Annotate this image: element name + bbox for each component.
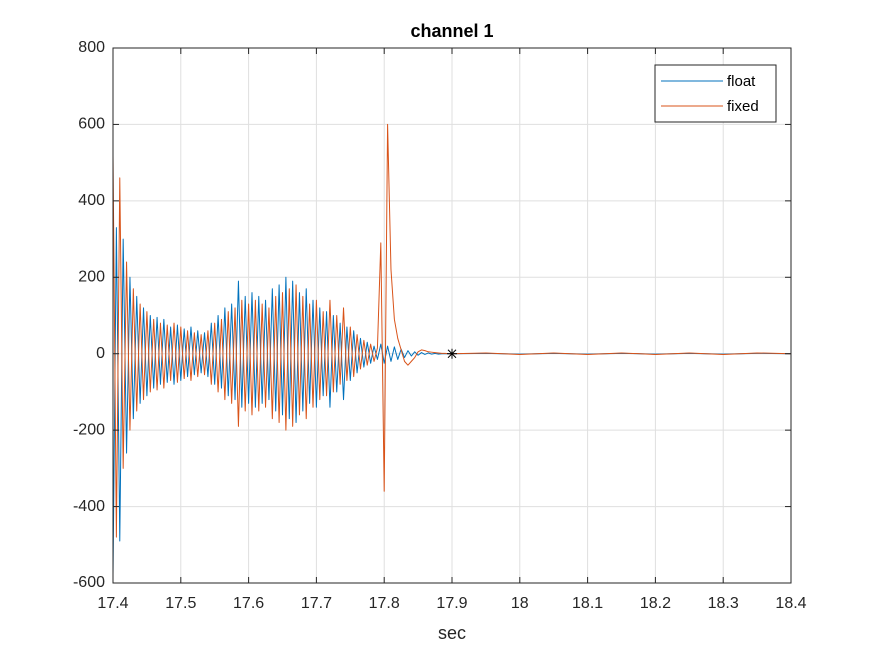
y-tick-label: 200 (78, 269, 105, 286)
series-line (112, 123, 792, 538)
point-marker (447, 348, 457, 359)
marker-stroke (447, 349, 457, 359)
x-tick-label: 18.4 (775, 595, 806, 612)
y-tick-label: 400 (78, 192, 105, 209)
x-tick-label: 17.9 (436, 595, 467, 612)
legend-box (654, 64, 777, 123)
x-tick-label: 17.5 (165, 595, 196, 612)
plot-area (112, 123, 792, 576)
x-tick-label: 17.4 (97, 595, 128, 612)
y-tick-label: -200 (73, 421, 105, 438)
x-tick-label: 17.8 (369, 595, 400, 612)
legend-label: float (727, 73, 756, 90)
y-tick-label: 600 (78, 116, 105, 133)
x-axis-label: sec (438, 623, 466, 643)
y-tick-label: 0 (96, 345, 105, 362)
axes-box (112, 47, 792, 584)
x-tick-label: 17.7 (301, 595, 332, 612)
legend-label: fixed (727, 98, 759, 115)
x-tick-label: 18.1 (572, 595, 603, 612)
y-tick-label: -400 (73, 498, 105, 515)
y-tick-label: 800 (78, 39, 105, 56)
x-tick-label: 18.2 (640, 595, 671, 612)
chart-title: channel 1 (410, 21, 493, 41)
x-tick-label: 18.3 (708, 595, 739, 612)
y-tick-label: -600 (73, 574, 105, 591)
series-line (112, 227, 792, 576)
legend: float fixed (654, 64, 777, 123)
x-tick-label: 17.6 (233, 595, 264, 612)
axes: 17.4 17.5 17.6 17.7 17.8 17.9 18 18.1 18.2 18.3 18… (73, 39, 807, 612)
x-tick-label: 18 (511, 595, 529, 612)
